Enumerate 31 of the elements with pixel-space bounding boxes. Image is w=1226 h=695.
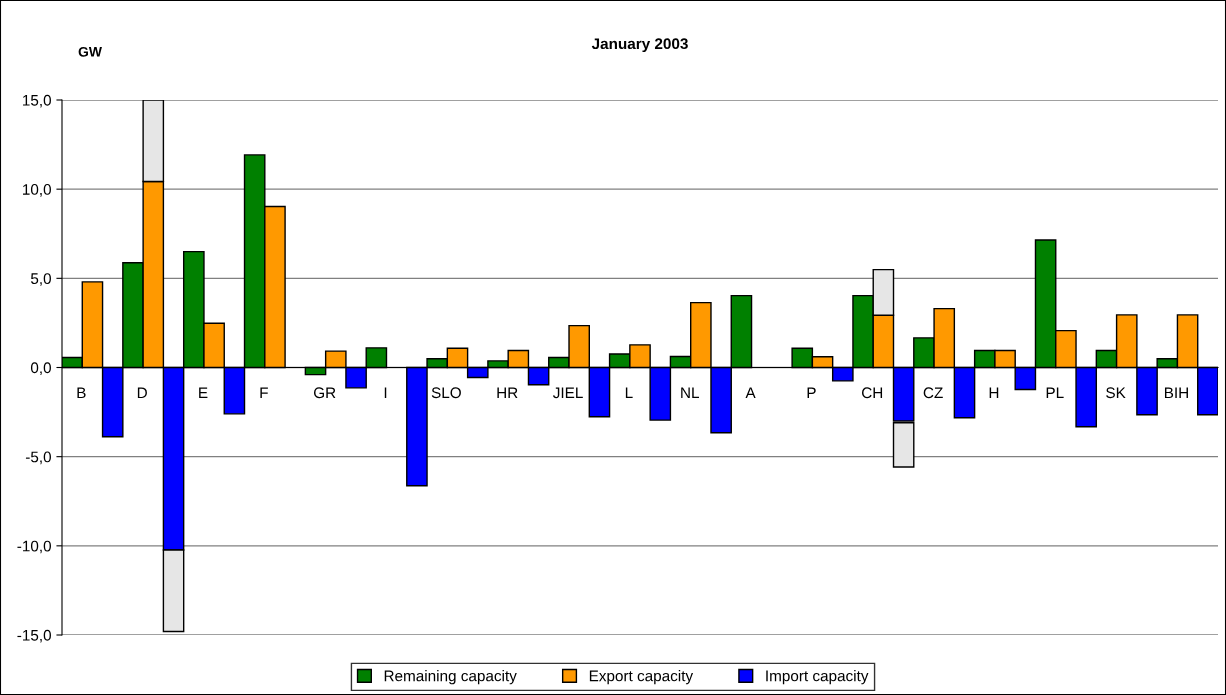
- x-tick-label: SK: [1106, 387, 1126, 399]
- y-tick-label: -5,0: [25, 451, 51, 465]
- x-tick-label: HR: [497, 387, 518, 399]
- x-tick-label: H: [989, 387, 999, 399]
- x-tick-label: A: [745, 387, 756, 399]
- y-tick-label: 10,0: [23, 184, 51, 197]
- x-tick-label: P: [807, 387, 816, 399]
- y-tick-label: -15,0: [17, 629, 51, 643]
- y-tick-label: 0,0: [30, 362, 51, 375]
- x-tick-label: PL: [1046, 387, 1064, 399]
- legend-label: Export capacity: [589, 670, 694, 685]
- x-tick-label: BIH: [1164, 387, 1188, 399]
- legend-label: Remaining capacity: [384, 670, 517, 685]
- y-tick-label: -10,0: [17, 540, 51, 554]
- x-tick-label: JIEL: [553, 387, 583, 399]
- x-tick-label: L: [625, 387, 633, 399]
- x-tick-label: CZ: [923, 387, 943, 399]
- x-tick-label: D: [137, 387, 147, 399]
- chart-title: January 2003: [591, 38, 688, 53]
- x-tick-label: E: [199, 387, 208, 399]
- x-tick-label: F: [260, 387, 268, 399]
- x-tick-label: I: [384, 387, 387, 399]
- x-tick-label: CH: [862, 387, 883, 399]
- x-tick-label: GR: [313, 387, 336, 399]
- y-axis-title: GW: [78, 46, 102, 57]
- x-tick-label: B: [77, 387, 86, 399]
- y-tick-label: 5,0: [30, 273, 51, 286]
- y-tick-label: 15,0: [23, 94, 51, 108]
- x-tick-label: NL: [681, 387, 699, 399]
- legend-label: Import capacity: [766, 670, 869, 685]
- x-tick-label: SLO: [431, 387, 461, 399]
